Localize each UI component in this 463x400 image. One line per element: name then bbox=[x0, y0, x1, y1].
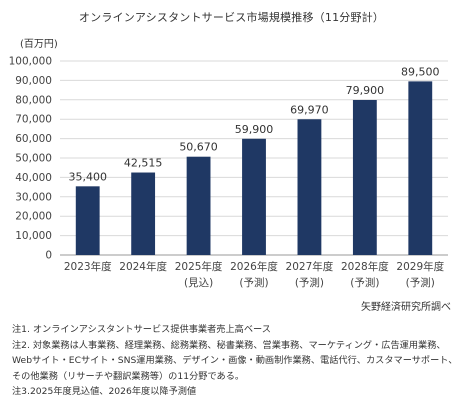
x-tick-sublabel: (予測) bbox=[406, 276, 435, 289]
data-label: 35,400 bbox=[68, 170, 107, 183]
note-2: 注2. 対象業務は人事業務、経理業務、総務業務、秘書業務、営業事務、マーケティン… bbox=[12, 339, 458, 382]
data-label: 69,970 bbox=[290, 103, 329, 116]
bar bbox=[242, 138, 266, 255]
bar bbox=[75, 186, 100, 255]
x-tick-sublabel: (予測) bbox=[239, 276, 268, 289]
y-tick-label: 90,000 bbox=[15, 75, 52, 87]
x-tick-sublabel: (予測) bbox=[350, 276, 379, 289]
data-label: 89,500 bbox=[401, 65, 440, 78]
data-label: 42,515 bbox=[124, 157, 163, 170]
x-axis-labels: 2023年度 2024年度 2025年度 (見込) 2026年度 (予測) 2027年度 (予… bbox=[64, 260, 445, 289]
y-tick-label: 40,000 bbox=[15, 172, 52, 184]
bar bbox=[408, 81, 433, 256]
y-axis-unit-label: (百万円) bbox=[20, 39, 58, 50]
x-tick-label: 2027年度 bbox=[286, 260, 334, 273]
note-3: 注3.2025年度見込値、2026年度以降予測値 bbox=[12, 386, 197, 397]
bars bbox=[75, 81, 433, 256]
data-label: 79,900 bbox=[346, 84, 385, 97]
source-credit: 矢野経済研究所調べ bbox=[361, 302, 451, 313]
bar bbox=[131, 172, 156, 255]
y-axis-ticks: 0 10,000 20,000 30,000 40,000 50,000 60,000 70,… bbox=[9, 56, 52, 262]
y-tick-label: 30,000 bbox=[15, 191, 52, 203]
bar bbox=[186, 156, 211, 255]
y-tick-label: 80,000 bbox=[15, 94, 52, 106]
chart-title: オンラインアシスタントサービス市場規模推移（11分野計） bbox=[78, 11, 385, 24]
y-tick-label: 70,000 bbox=[15, 114, 52, 126]
x-tick-label: 2029年度 bbox=[396, 260, 444, 273]
x-tick-sublabel: (予測) bbox=[295, 276, 324, 289]
y-tick-label: 0 bbox=[45, 250, 52, 262]
notes: 注1. オンラインアシスタントサービス提供事業者売上高ベース 注2. 対象業務は… bbox=[12, 322, 458, 400]
bar bbox=[352, 99, 377, 255]
x-tick-label: 2026年度 bbox=[230, 260, 278, 273]
x-tick-label: 2023年度 bbox=[64, 260, 112, 273]
x-tick-sublabel: (見込) bbox=[184, 277, 213, 289]
note-1: 注1. オンラインアシスタントサービス提供事業者売上高ベース bbox=[12, 324, 271, 335]
x-tick-label: 2028年度 bbox=[341, 260, 389, 273]
data-label: 59,900 bbox=[235, 123, 274, 136]
bar-chart: 0 10,000 20,000 30,000 40,000 50,000 60,000 70,… bbox=[9, 56, 448, 289]
y-tick-label: 100,000 bbox=[9, 56, 52, 68]
y-tick-label: 10,000 bbox=[15, 230, 52, 242]
value-labels: 35,400 42,515 50,670 59,900 69,970 79,900 89,5… bbox=[68, 65, 439, 183]
x-tick-label: 2024年度 bbox=[119, 260, 167, 273]
y-tick-label: 50,000 bbox=[15, 153, 52, 165]
x-tick-label: 2025年度 bbox=[175, 260, 223, 273]
bar bbox=[297, 119, 322, 255]
y-tick-label: 20,000 bbox=[15, 211, 52, 223]
y-tick-label: 60,000 bbox=[15, 133, 52, 145]
data-label: 50,670 bbox=[179, 141, 218, 154]
